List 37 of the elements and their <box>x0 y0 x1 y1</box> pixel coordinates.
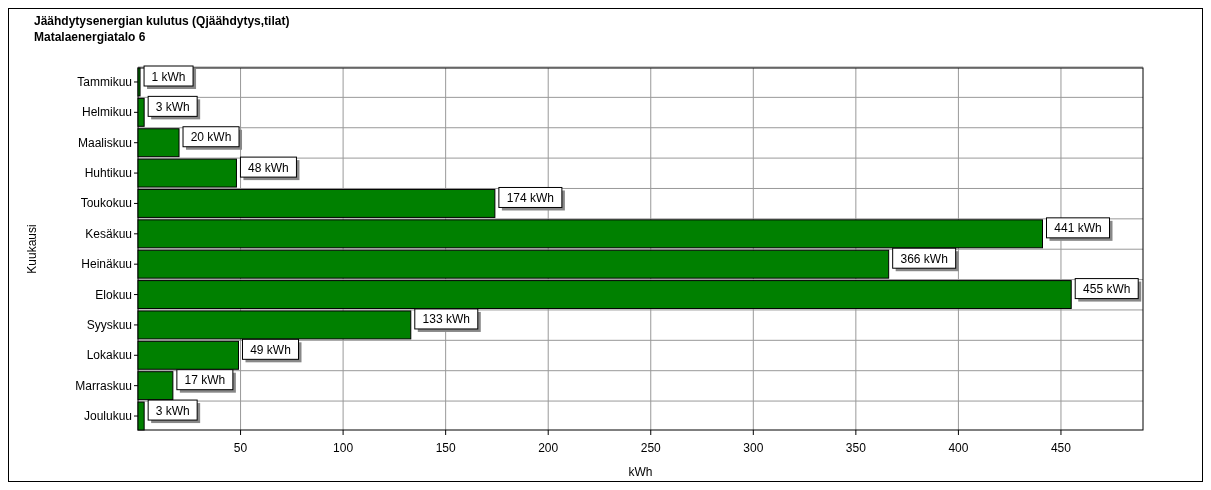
x-tick-label: 50 <box>233 441 248 455</box>
data-label: 20 kWh <box>190 130 232 145</box>
data-label: 441 kWh <box>1054 221 1102 236</box>
y-tick-label: Maaliskuu <box>77 135 132 150</box>
y-tick-label: Heinäkuu <box>81 257 132 272</box>
y-tick-label: Elokuu <box>95 287 132 302</box>
data-label: 3 kWh <box>155 403 190 418</box>
data-label: 133 kWh <box>422 312 470 327</box>
y-tick-label: Kesäkuu <box>85 226 132 241</box>
y-tick-label: Toukokuu <box>80 196 132 211</box>
y-axis-title: Kuukausi <box>25 224 39 274</box>
data-label: 174 kWh <box>506 190 555 205</box>
x-tick-label: 250 <box>640 441 662 455</box>
chart-subtitle: Matalaenergiatalo 6 <box>34 30 146 44</box>
x-tick-label: 350 <box>845 441 867 455</box>
x-tick-label: 150 <box>435 441 456 455</box>
data-label: 49 kWh <box>250 342 291 357</box>
y-tick-label: Helmikuu <box>81 105 132 120</box>
y-tick-label: Marraskuu <box>75 378 132 393</box>
x-tick-label: 100 <box>333 441 354 455</box>
x-tick-label: 200 <box>538 441 559 455</box>
y-tick-label: Huhtikuu <box>84 166 132 181</box>
data-label: 366 kWh <box>900 251 948 266</box>
data-label: 455 kWh <box>1083 282 1131 297</box>
x-tick-label: 300 <box>743 441 764 455</box>
y-tick-label: Tammikuu <box>77 74 132 89</box>
y-tick-label: Joulukuu <box>83 409 132 424</box>
data-label: 48 kWh <box>248 160 289 175</box>
x-tick-label: 400 <box>948 441 969 455</box>
y-tick-label: Syyskuu <box>86 317 132 332</box>
data-label: 17 kWh <box>184 373 226 388</box>
chart-title: Jäähdytysenergian kulutus (Qjäähdytys,tilat) <box>34 14 290 28</box>
data-label: 3 kWh <box>155 99 190 114</box>
x-tick-label: 450 <box>1050 441 1072 455</box>
x-axis-title: kWh <box>628 465 653 479</box>
y-tick-label: Lokakuu <box>86 348 132 363</box>
data-label: 1 kWh <box>151 69 186 84</box>
